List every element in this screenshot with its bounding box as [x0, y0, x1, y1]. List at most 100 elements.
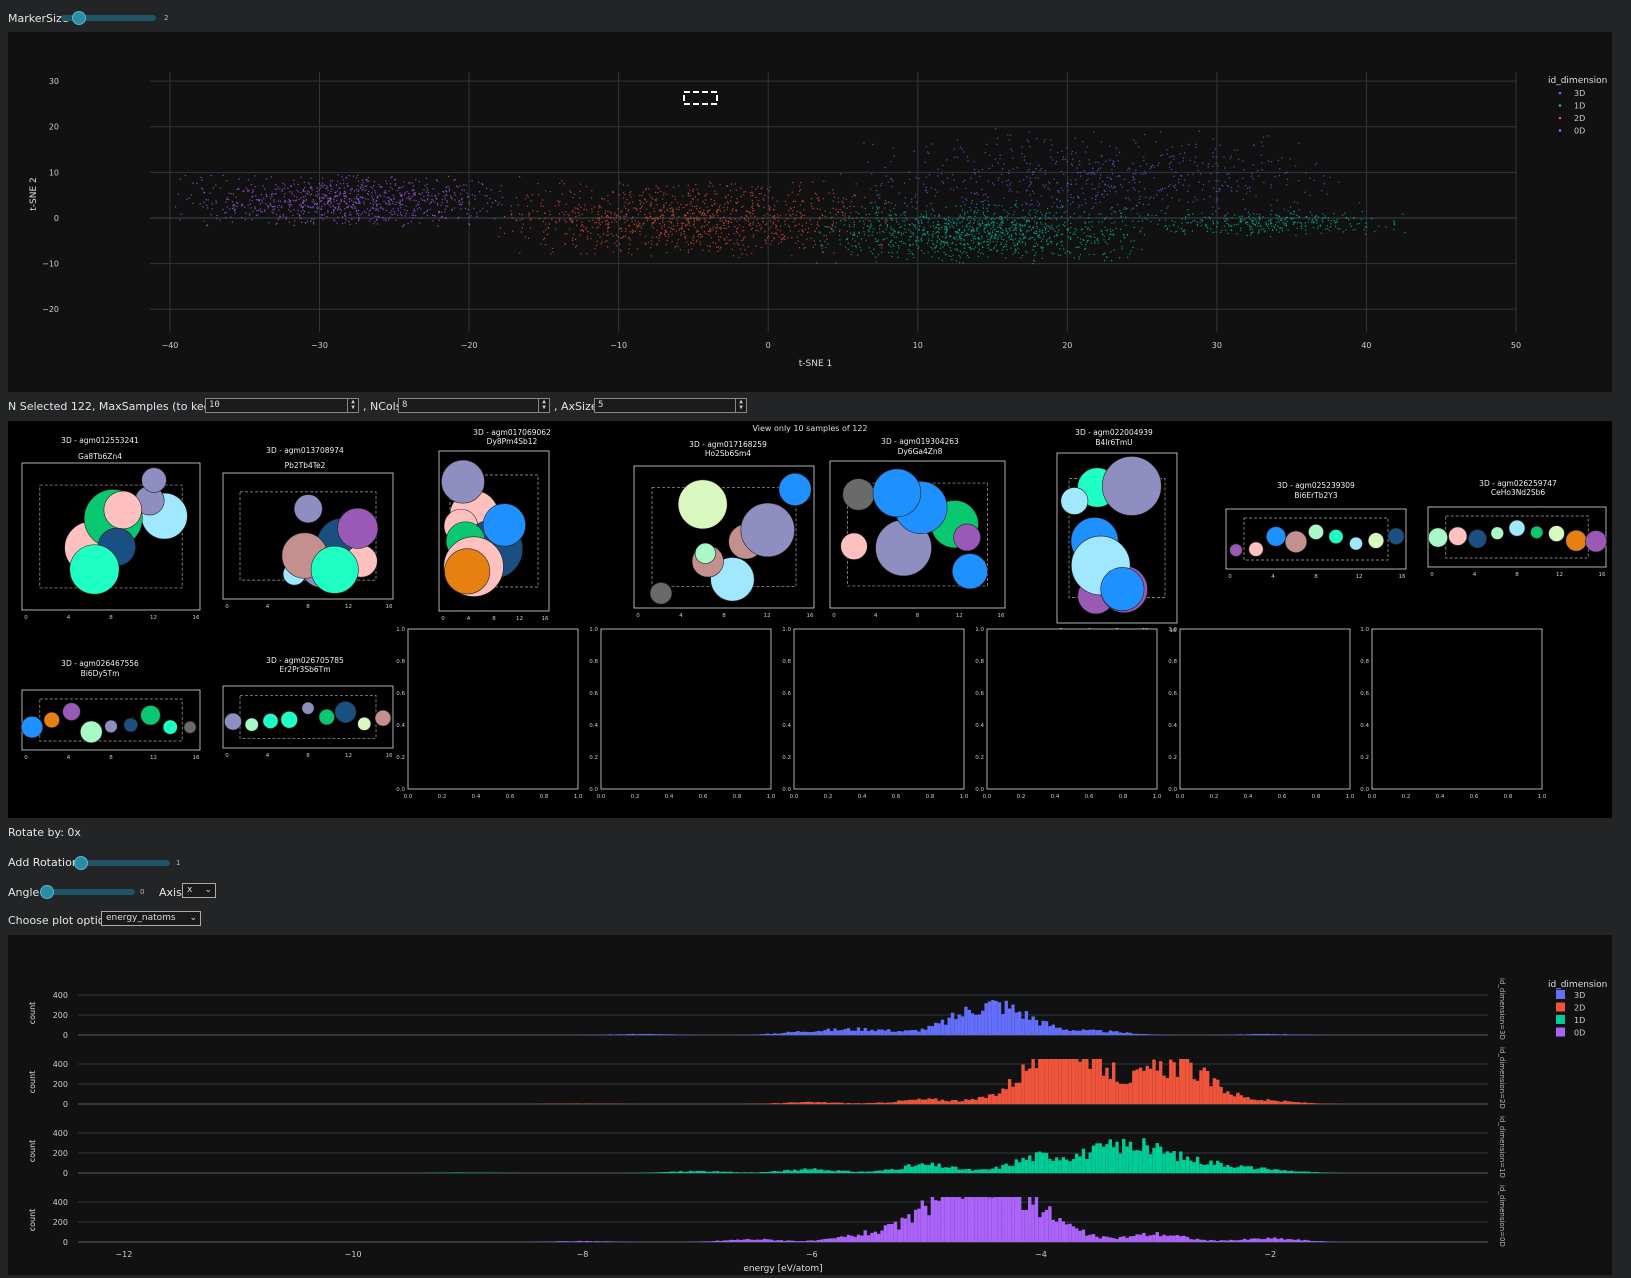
tsne-point — [263, 198, 264, 199]
tsne-point — [393, 208, 394, 209]
hist-bar — [894, 1102, 897, 1104]
tsne-point — [1080, 176, 1081, 177]
tsne-point — [925, 234, 926, 235]
tsne-point — [594, 253, 595, 254]
hist-bar — [981, 1169, 984, 1173]
tsne-point — [813, 246, 814, 247]
tsne-point — [1034, 261, 1035, 262]
tsne-point — [1030, 177, 1031, 178]
tsne-point — [1110, 251, 1111, 252]
tsne-point — [1130, 241, 1131, 242]
tsne-point — [753, 222, 754, 223]
tsne-point — [801, 201, 802, 202]
tsne-point — [645, 199, 646, 200]
tsne-point — [607, 201, 608, 202]
hist-bar — [1001, 1014, 1004, 1035]
add-rotation-slider-handle[interactable] — [74, 856, 88, 870]
tsne-point — [802, 244, 803, 245]
hist-bar — [726, 1172, 729, 1173]
tsne-point — [664, 226, 665, 227]
tsne-point — [282, 183, 283, 184]
tsne-point — [1108, 239, 1109, 240]
marker-size-slider-handle[interactable] — [72, 11, 86, 25]
tsne-point — [916, 202, 917, 203]
axsize-input[interactable]: 5 ▲▼ — [594, 398, 747, 413]
tsne-point — [1270, 205, 1271, 206]
tsne-point — [750, 225, 751, 226]
tsne-point — [877, 232, 878, 233]
plot-option-label: Choose plot option: — [8, 914, 115, 927]
tsne-point — [1254, 224, 1255, 225]
tsne-point — [1061, 171, 1062, 172]
tsne-point — [341, 200, 342, 201]
tsne-point — [271, 196, 272, 197]
tsne-point — [1021, 242, 1022, 243]
tsne-point — [728, 202, 729, 203]
tsne-point — [607, 215, 608, 216]
hist-bar — [968, 1100, 971, 1104]
tsne-point — [707, 224, 708, 225]
tsne-point — [661, 226, 662, 227]
max-samples-input[interactable]: 10 ▲▼ — [205, 398, 359, 413]
add-rotation-slider[interactable] — [74, 860, 170, 866]
tsne-point — [367, 179, 368, 180]
tsne-point — [961, 197, 962, 198]
tsne-point — [371, 208, 372, 209]
tsne-point — [358, 191, 359, 192]
tsne-point — [946, 223, 947, 224]
tsne-point — [608, 226, 609, 227]
hist-bar — [1058, 1028, 1061, 1035]
angle-slider[interactable] — [40, 889, 135, 895]
hist-bar — [1072, 1159, 1075, 1173]
tsne-point — [1030, 181, 1031, 182]
tsne-point — [351, 206, 352, 207]
tsne-point — [912, 244, 913, 245]
tsne-point — [249, 199, 250, 200]
tsne-point — [305, 222, 306, 223]
tsne-point — [411, 221, 412, 222]
tsne-point — [746, 254, 747, 255]
tsne-point — [813, 208, 814, 209]
tsne-point — [884, 203, 885, 204]
marker-size-slider[interactable] — [61, 15, 156, 21]
tsne-point — [1294, 222, 1295, 223]
tsne-point — [1385, 227, 1386, 228]
max-samples-spinner[interactable]: ▲▼ — [347, 399, 358, 412]
tsne-point — [294, 220, 295, 221]
tsne-point — [717, 193, 718, 194]
ncols-input[interactable]: 8 ▲▼ — [398, 398, 550, 413]
tsne-point — [1010, 248, 1011, 249]
tsne-point — [1304, 192, 1305, 193]
tsne-point — [628, 252, 629, 253]
ncols-spinner[interactable]: ▲▼ — [538, 399, 549, 412]
angle-slider-handle[interactable] — [40, 885, 54, 899]
tsne-point — [656, 230, 657, 231]
tsne-point — [1115, 212, 1116, 213]
tsne-point — [688, 221, 689, 222]
tsne-point — [937, 237, 938, 238]
tsne-point — [363, 187, 364, 188]
tsne-point — [226, 180, 227, 181]
tsne-point — [1114, 166, 1115, 167]
tsne-point — [1279, 221, 1280, 222]
empty-axes-frame — [601, 629, 771, 789]
axsize-spinner[interactable]: ▲▼ — [735, 399, 746, 412]
hist-bar — [1082, 1029, 1085, 1035]
hist-bar — [917, 1164, 920, 1173]
tsne-point — [819, 209, 820, 210]
axis-select[interactable]: x ⌄ — [182, 883, 216, 898]
tsne-point — [915, 227, 916, 228]
tsne-point — [444, 196, 445, 197]
tsne-point — [571, 218, 572, 219]
tsne-point — [449, 189, 450, 190]
tsne-point — [737, 232, 738, 233]
plot-option-select[interactable]: energy_natoms ⌄ — [101, 911, 201, 926]
tsne-point — [1293, 224, 1294, 225]
tsne-point — [949, 227, 950, 228]
hist-bar — [941, 1168, 944, 1173]
tsne-point — [334, 201, 335, 202]
